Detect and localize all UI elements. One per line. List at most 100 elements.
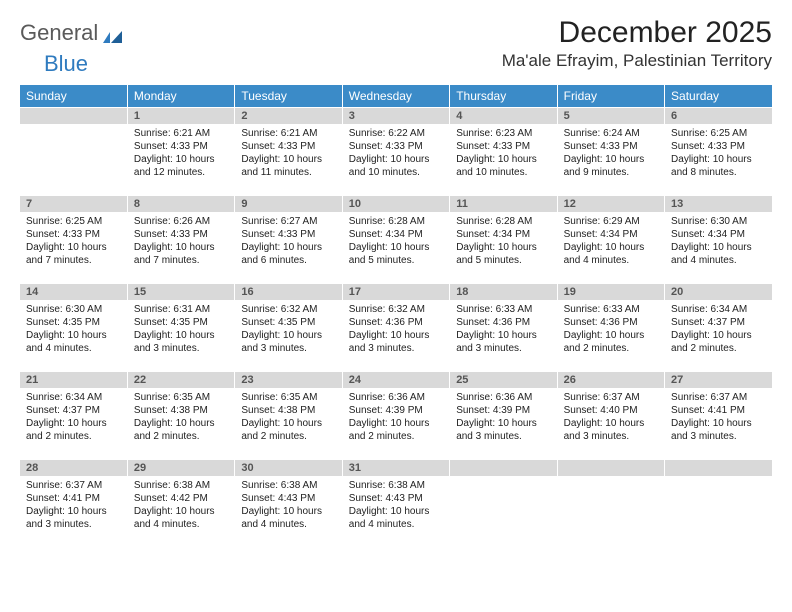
calendar-cell: 3Sunrise: 6:22 AMSunset: 4:33 PMDaylight… — [342, 107, 449, 195]
calendar-page: General December 2025 Ma'ale Efrayim, Pa… — [0, 0, 792, 563]
day-number: 10 — [343, 195, 449, 212]
day-number: 5 — [558, 107, 664, 124]
day-details: Sunrise: 6:25 AMSunset: 4:33 PMDaylight:… — [20, 212, 127, 271]
calendar-cell — [20, 107, 127, 195]
daylight-text: Daylight: 10 hours and 12 minutes. — [134, 153, 228, 179]
day-number: 14 — [20, 283, 127, 300]
calendar-cell: 6Sunrise: 6:25 AMSunset: 4:33 PMDaylight… — [665, 107, 772, 195]
month-title: December 2025 — [502, 16, 772, 49]
day-number: 4 — [450, 107, 556, 124]
empty-day-bar — [20, 107, 127, 124]
sunset-text: Sunset: 4:33 PM — [26, 228, 121, 241]
calendar-week: 21Sunrise: 6:34 AMSunset: 4:37 PMDayligh… — [20, 371, 772, 459]
sunrise-text: Sunrise: 6:38 AM — [134, 479, 228, 492]
day-details: Sunrise: 6:28 AMSunset: 4:34 PMDaylight:… — [450, 212, 556, 271]
sunset-text: Sunset: 4:39 PM — [456, 404, 550, 417]
calendar-cell: 13Sunrise: 6:30 AMSunset: 4:34 PMDayligh… — [665, 195, 772, 283]
day-number: 29 — [128, 459, 234, 476]
calendar-cell: 11Sunrise: 6:28 AMSunset: 4:34 PMDayligh… — [450, 195, 557, 283]
sunrise-text: Sunrise: 6:21 AM — [241, 127, 335, 140]
daylight-text: Daylight: 10 hours and 2 minutes. — [26, 417, 121, 443]
day-details: Sunrise: 6:37 AMSunset: 4:40 PMDaylight:… — [558, 388, 664, 447]
sunset-text: Sunset: 4:35 PM — [134, 316, 228, 329]
daylight-text: Daylight: 10 hours and 10 minutes. — [349, 153, 443, 179]
daylight-text: Daylight: 10 hours and 3 minutes. — [456, 329, 550, 355]
sunrise-text: Sunrise: 6:37 AM — [671, 391, 766, 404]
sunrise-text: Sunrise: 6:33 AM — [456, 303, 550, 316]
location-label: Ma'ale Efrayim, Palestinian Territory — [502, 51, 772, 71]
day-details: Sunrise: 6:33 AMSunset: 4:36 PMDaylight:… — [450, 300, 556, 359]
calendar-cell: 31Sunrise: 6:38 AMSunset: 4:43 PMDayligh… — [342, 459, 449, 547]
sunset-text: Sunset: 4:36 PM — [349, 316, 443, 329]
empty-day-bar — [665, 459, 772, 476]
calendar-cell: 25Sunrise: 6:36 AMSunset: 4:39 PMDayligh… — [450, 371, 557, 459]
day-details: Sunrise: 6:29 AMSunset: 4:34 PMDaylight:… — [558, 212, 664, 271]
day-details: Sunrise: 6:22 AMSunset: 4:33 PMDaylight:… — [343, 124, 449, 183]
daylight-text: Daylight: 10 hours and 11 minutes. — [241, 153, 335, 179]
day-number: 20 — [665, 283, 772, 300]
day-details: Sunrise: 6:24 AMSunset: 4:33 PMDaylight:… — [558, 124, 664, 183]
empty-day-bar — [450, 459, 556, 476]
daylight-text: Daylight: 10 hours and 2 minutes. — [671, 329, 766, 355]
day-number: 27 — [665, 371, 772, 388]
daylight-text: Daylight: 10 hours and 4 minutes. — [241, 505, 335, 531]
calendar-cell: 23Sunrise: 6:35 AMSunset: 4:38 PMDayligh… — [235, 371, 342, 459]
sunset-text: Sunset: 4:33 PM — [456, 140, 550, 153]
day-number: 9 — [235, 195, 341, 212]
daylight-text: Daylight: 10 hours and 4 minutes. — [26, 329, 121, 355]
sunrise-text: Sunrise: 6:36 AM — [456, 391, 550, 404]
day-number: 22 — [128, 371, 234, 388]
brand-logo: General — [20, 16, 124, 44]
sunrise-text: Sunrise: 6:25 AM — [671, 127, 766, 140]
sunrise-text: Sunrise: 6:38 AM — [241, 479, 335, 492]
day-details: Sunrise: 6:37 AMSunset: 4:41 PMDaylight:… — [20, 476, 127, 535]
day-details: Sunrise: 6:38 AMSunset: 4:43 PMDaylight:… — [235, 476, 341, 535]
sunset-text: Sunset: 4:37 PM — [26, 404, 121, 417]
day-number: 18 — [450, 283, 556, 300]
daylight-text: Daylight: 10 hours and 5 minutes. — [456, 241, 550, 267]
sunset-text: Sunset: 4:38 PM — [241, 404, 335, 417]
sunrise-text: Sunrise: 6:32 AM — [349, 303, 443, 316]
calendar-cell: 22Sunrise: 6:35 AMSunset: 4:38 PMDayligh… — [127, 371, 234, 459]
calendar-cell: 27Sunrise: 6:37 AMSunset: 4:41 PMDayligh… — [665, 371, 772, 459]
calendar-table: SundayMondayTuesdayWednesdayThursdayFrid… — [20, 85, 772, 547]
calendar-body: 1Sunrise: 6:21 AMSunset: 4:33 PMDaylight… — [20, 107, 772, 547]
calendar-cell: 21Sunrise: 6:34 AMSunset: 4:37 PMDayligh… — [20, 371, 127, 459]
calendar-cell: 17Sunrise: 6:32 AMSunset: 4:36 PMDayligh… — [342, 283, 449, 371]
calendar-cell: 12Sunrise: 6:29 AMSunset: 4:34 PMDayligh… — [557, 195, 664, 283]
sunset-text: Sunset: 4:34 PM — [564, 228, 658, 241]
day-details: Sunrise: 6:35 AMSunset: 4:38 PMDaylight:… — [128, 388, 234, 447]
day-number: 30 — [235, 459, 341, 476]
day-number: 13 — [665, 195, 772, 212]
day-number: 7 — [20, 195, 127, 212]
calendar-cell: 20Sunrise: 6:34 AMSunset: 4:37 PMDayligh… — [665, 283, 772, 371]
daylight-text: Daylight: 10 hours and 3 minutes. — [241, 329, 335, 355]
day-details: Sunrise: 6:34 AMSunset: 4:37 PMDaylight:… — [665, 300, 772, 359]
calendar-cell: 24Sunrise: 6:36 AMSunset: 4:39 PMDayligh… — [342, 371, 449, 459]
day-number: 19 — [558, 283, 664, 300]
sunset-text: Sunset: 4:40 PM — [564, 404, 658, 417]
day-details: Sunrise: 6:25 AMSunset: 4:33 PMDaylight:… — [665, 124, 772, 183]
daylight-text: Daylight: 10 hours and 6 minutes. — [241, 241, 335, 267]
sunrise-text: Sunrise: 6:35 AM — [134, 391, 228, 404]
sunset-text: Sunset: 4:33 PM — [671, 140, 766, 153]
sunrise-text: Sunrise: 6:21 AM — [134, 127, 228, 140]
calendar-cell: 16Sunrise: 6:32 AMSunset: 4:35 PMDayligh… — [235, 283, 342, 371]
daylight-text: Daylight: 10 hours and 3 minutes. — [671, 417, 766, 443]
day-details: Sunrise: 6:35 AMSunset: 4:38 PMDaylight:… — [235, 388, 341, 447]
day-details: Sunrise: 6:38 AMSunset: 4:42 PMDaylight:… — [128, 476, 234, 535]
day-number: 25 — [450, 371, 556, 388]
daylight-text: Daylight: 10 hours and 2 minutes. — [134, 417, 228, 443]
sunset-text: Sunset: 4:36 PM — [456, 316, 550, 329]
brand-word1: General — [20, 22, 98, 44]
sunrise-text: Sunrise: 6:36 AM — [349, 391, 443, 404]
sunrise-text: Sunrise: 6:37 AM — [26, 479, 121, 492]
daylight-text: Daylight: 10 hours and 10 minutes. — [456, 153, 550, 179]
calendar-cell: 30Sunrise: 6:38 AMSunset: 4:43 PMDayligh… — [235, 459, 342, 547]
daylight-text: Daylight: 10 hours and 2 minutes. — [564, 329, 658, 355]
day-details: Sunrise: 6:32 AMSunset: 4:35 PMDaylight:… — [235, 300, 341, 359]
day-details: Sunrise: 6:26 AMSunset: 4:33 PMDaylight:… — [128, 212, 234, 271]
daylight-text: Daylight: 10 hours and 4 minutes. — [671, 241, 766, 267]
calendar-cell: 7Sunrise: 6:25 AMSunset: 4:33 PMDaylight… — [20, 195, 127, 283]
day-details: Sunrise: 6:21 AMSunset: 4:33 PMDaylight:… — [128, 124, 234, 183]
